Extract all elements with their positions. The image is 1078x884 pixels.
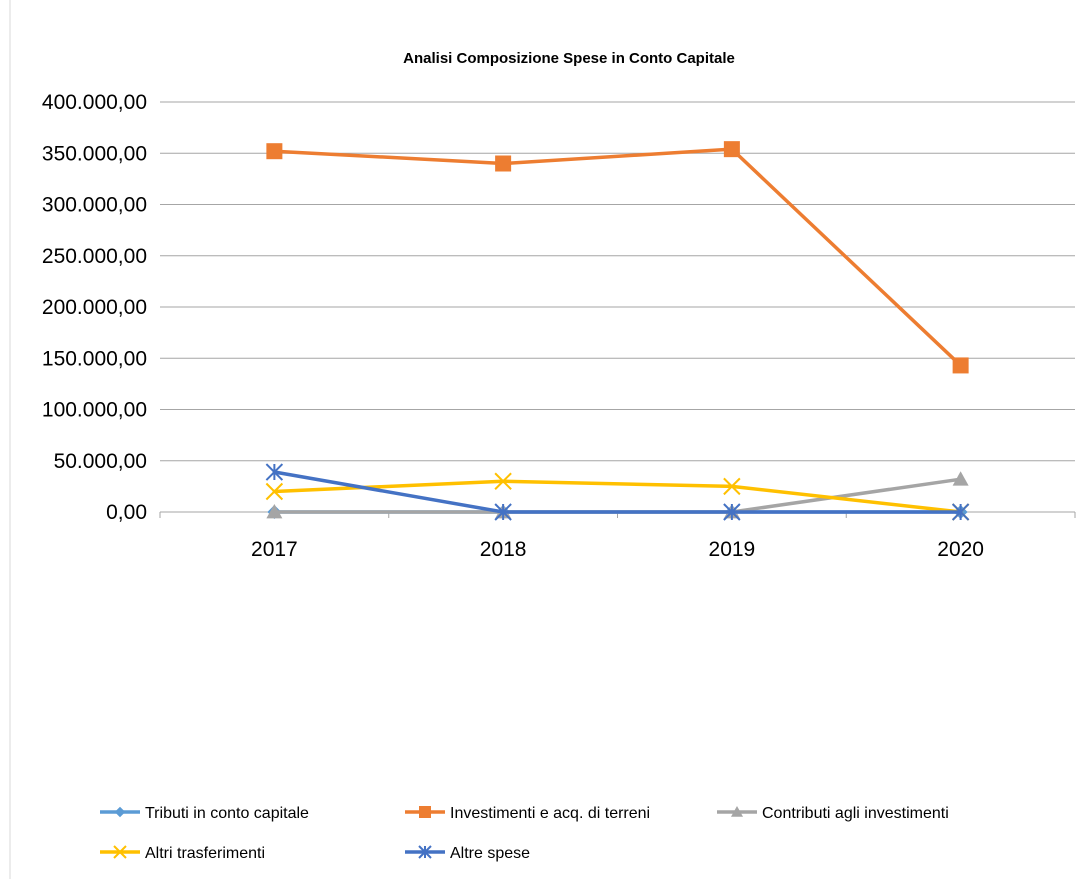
data-point — [951, 503, 970, 521]
chart-title: Analisi Composizione Spese in Conto Capi… — [403, 50, 735, 67]
y-tick-label: 100.000,00 — [42, 399, 147, 422]
x-tick-label: 2020 — [937, 538, 984, 561]
data-point — [952, 471, 969, 486]
gridlines — [160, 101, 1075, 513]
y-tick-label: 200.000,00 — [42, 296, 147, 319]
data-point — [266, 143, 283, 160]
legend-label: Altre spese — [450, 845, 530, 862]
legend-item: Investimenti e acq. di terreni — [405, 805, 650, 822]
data-point — [731, 806, 743, 817]
legend-label: Altri trasferimenti — [145, 845, 265, 862]
data-point — [266, 504, 283, 519]
legend-item: Altre spese — [405, 845, 530, 862]
data-point — [114, 806, 126, 818]
data-point — [265, 482, 284, 501]
x-tick-label: 2018 — [480, 538, 527, 561]
data-point — [494, 472, 512, 490]
legend-item: Tributi in conto capitale — [100, 805, 309, 822]
legend-label: Investimenti e acq. di terreni — [450, 805, 650, 822]
y-tick-label: 0,00 — [106, 501, 147, 524]
legend-label: Contributi agli investimenti — [762, 805, 949, 822]
series-4 — [265, 463, 970, 521]
legend-item: Contributi agli investimenti — [717, 805, 949, 822]
data-point — [419, 806, 431, 818]
legend-item: Altri trasferimenti — [100, 845, 265, 862]
data-point — [265, 463, 284, 481]
data-point — [723, 503, 741, 521]
y-tick-label: 150.000,00 — [42, 347, 147, 370]
y-tick-label: 50.000,00 — [54, 450, 147, 473]
y-tick-label: 250.000,00 — [42, 245, 147, 268]
data-point — [723, 477, 741, 496]
series-group — [265, 141, 970, 521]
data-point — [113, 845, 127, 859]
series-line — [272, 479, 963, 514]
data-point — [494, 503, 512, 521]
legend-label: Tributi in conto capitale — [145, 805, 309, 822]
y-tick-label: 300.000,00 — [42, 194, 147, 217]
data-point — [418, 845, 432, 859]
data-point — [495, 155, 512, 172]
series-line — [272, 147, 963, 368]
x-tick-label: 2019 — [709, 538, 756, 561]
y-tick-label: 350.000,00 — [42, 142, 147, 165]
y-axis: 0,00 50.000,00 100.000,00 150.000,00 200.000… — [42, 91, 147, 524]
x-axis: 2017 2018 2019 2020 — [159, 512, 1076, 561]
legend: Tributi in conto capitale Investimenti e … — [100, 805, 949, 862]
series-1 — [266, 141, 969, 374]
data-point — [952, 357, 969, 374]
x-tick-label: 2017 — [251, 538, 298, 561]
y-tick-label: 400.000,00 — [42, 91, 147, 114]
data-point — [723, 141, 740, 158]
series-line — [272, 470, 963, 514]
